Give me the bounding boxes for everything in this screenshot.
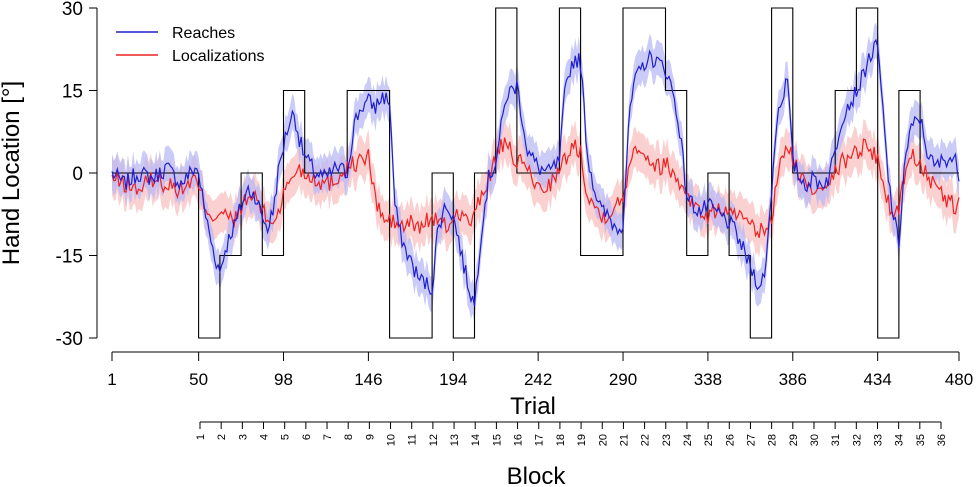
block-tick-label: 10	[386, 434, 398, 446]
data-lines	[111, 7, 960, 339]
block-tick-label: 3	[237, 434, 249, 440]
perturbation-schedule-line	[112, 7, 959, 339]
legend: Reaches Localizations	[116, 25, 265, 65]
block-tick-label: 25	[703, 434, 715, 446]
y-axis-title: Hand Location [°]	[0, 81, 25, 265]
block-tick-label: 33	[872, 434, 884, 446]
block-tick-label: 17	[534, 434, 546, 446]
block-tick-label: 31	[830, 434, 842, 446]
y-tick-label: -15	[56, 247, 83, 268]
block-axis: 1 2 3 4 5 6 7 8 9 10 11 12 13 14 15 16 17 18 19 20 21 22 23 24 2…	[195, 421, 948, 446]
y-tick-label: 30	[62, 0, 83, 20]
legend-label-reaches: Reaches	[172, 25, 235, 42]
x-tick-label: 386	[779, 370, 807, 389]
x-tick-label: 480	[945, 370, 973, 389]
block-tick-label: 1	[195, 434, 207, 440]
x-tick-label: 194	[439, 370, 467, 389]
x-tick-label: 290	[609, 370, 637, 389]
block-tick-label: 20	[597, 434, 609, 446]
block-tick-label: 6	[301, 434, 313, 440]
x-tick-label: 338	[694, 370, 722, 389]
y-axis: 30 15 0 -15 -30	[56, 0, 98, 350]
block-tick-label: 35	[915, 434, 927, 446]
block-tick-label: 11	[407, 434, 419, 445]
x-tick-label: 434	[863, 370, 891, 389]
series-line-reaches	[111, 38, 960, 307]
block-tick-label: 28	[767, 434, 779, 446]
block-tick-label: 36	[936, 434, 948, 446]
x-tick-label: 50	[189, 370, 208, 389]
block-tick-label: 14	[470, 434, 482, 446]
block-tick-label: 32	[851, 434, 863, 446]
y-tick-label: -30	[56, 329, 83, 350]
x-axis-title: Trial	[510, 393, 556, 420]
x-axis: 1 50 98 146 194 242 290 338 386 434 480	[107, 351, 973, 389]
block-tick-label: 16	[513, 434, 525, 446]
block-axis-title: Block	[507, 463, 567, 487]
block-tick-label: 23	[661, 434, 673, 446]
x-tick-label: 242	[524, 370, 552, 389]
block-tick-label: 19	[576, 434, 588, 446]
legend-label-localizations: Localizations	[172, 48, 265, 65]
block-tick-label: 5	[280, 434, 292, 440]
block-tick-label: 15	[491, 434, 503, 446]
block-tick-label: 8	[343, 434, 355, 440]
block-tick-label: 4	[259, 434, 271, 440]
x-tick-label: 146	[354, 370, 382, 389]
block-tick-label: 22	[640, 434, 652, 446]
block-tick-label: 30	[809, 434, 821, 446]
block-tick-label: 18	[555, 434, 567, 446]
y-tick-label: 15	[62, 82, 83, 103]
x-tick-label: 1	[107, 370, 116, 389]
block-tick-label: 9	[364, 434, 376, 440]
block-tick-label: 24	[682, 434, 694, 446]
block-tick-label: 7	[322, 434, 334, 440]
block-tick-label: 27	[745, 434, 757, 446]
block-tick-label: 13	[449, 434, 461, 446]
block-tick-label: 12	[428, 434, 440, 446]
y-tick-label: 0	[72, 164, 83, 185]
block-tick-label: 29	[788, 434, 800, 446]
band-localizations	[112, 117, 959, 258]
x-tick-label: 98	[274, 370, 293, 389]
block-tick-label: 2	[216, 434, 228, 440]
block-tick-label: 34	[894, 434, 906, 446]
block-tick-label: 21	[618, 434, 630, 446]
block-tick-label: 26	[724, 434, 736, 446]
